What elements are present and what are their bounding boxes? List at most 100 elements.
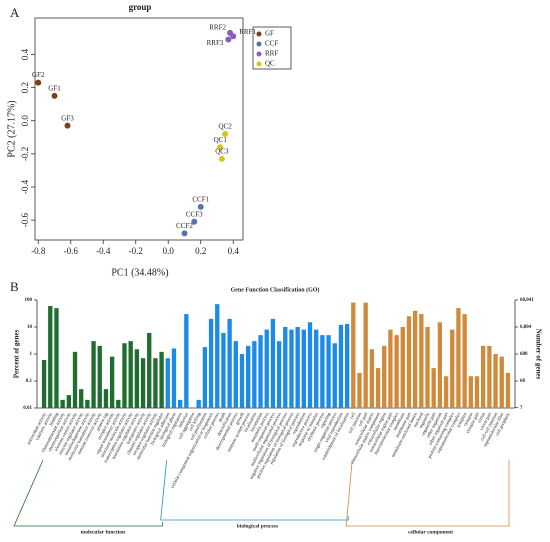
y-axis-label: PC2 (27.17%) — [6, 100, 17, 157]
point — [64, 122, 71, 129]
group-label: cellular component — [408, 529, 453, 535]
chart-title: Gene Function Classification (GO) — [231, 286, 320, 293]
bar — [499, 356, 504, 408]
bar — [215, 304, 220, 408]
bar — [344, 323, 350, 408]
point-label: RRF1 — [239, 28, 256, 36]
x-tick-label: death — [217, 411, 226, 423]
bar — [233, 341, 238, 408]
x-tick-label: binding — [48, 411, 59, 426]
bar — [246, 345, 251, 408]
bar — [295, 327, 300, 408]
x-tick-label: growth — [234, 411, 245, 425]
bar — [301, 329, 306, 408]
bar — [468, 376, 473, 408]
y-tick-label: 0.0 — [20, 115, 30, 127]
point — [217, 144, 224, 151]
panel-label: B — [10, 279, 19, 294]
y2-tick-label: 680 — [520, 352, 528, 357]
y2-tick-label: 7 — [520, 406, 523, 411]
bar — [276, 341, 282, 408]
bar — [54, 308, 59, 408]
y-axis-label: Percent of genes — [13, 329, 21, 378]
y2-axis-label: Number of genes — [534, 329, 542, 380]
point — [181, 230, 188, 237]
bar — [97, 345, 102, 408]
bar — [450, 329, 455, 408]
bar — [462, 314, 467, 408]
bar — [140, 358, 146, 408]
x-tick-label: -0.8 — [31, 246, 46, 256]
bar — [326, 335, 331, 408]
point — [191, 218, 198, 225]
bar — [363, 302, 368, 408]
bar — [227, 318, 232, 408]
y-tick-label: 100 — [25, 298, 33, 303]
bar — [474, 376, 480, 408]
x-tick-label: 0.4 — [228, 246, 240, 256]
x-tick-label: cell part — [357, 411, 369, 427]
bar — [153, 358, 158, 408]
bar — [48, 305, 53, 408]
point-label: QC2 — [219, 123, 233, 131]
bar — [443, 376, 449, 408]
y2-tick-label: 68,041 — [520, 298, 534, 303]
bar — [147, 332, 152, 408]
x-tick-label: -0.4 — [96, 246, 111, 256]
y-tick-label: 0.1 — [26, 379, 33, 384]
point-label: RRF3 — [207, 39, 224, 47]
bar — [177, 399, 183, 408]
y-tick-label: -0.2 — [20, 147, 30, 161]
bar — [184, 314, 189, 408]
point-label: GF1 — [48, 84, 61, 92]
bar — [60, 399, 65, 408]
bar — [72, 351, 78, 408]
bar — [388, 329, 393, 408]
point — [197, 203, 204, 210]
bar — [357, 372, 362, 408]
y-tick-label: 1 — [30, 352, 33, 357]
bar — [258, 335, 263, 408]
bar — [134, 349, 140, 408]
point — [35, 79, 42, 86]
bar — [252, 341, 257, 408]
point-label: GF2 — [32, 71, 45, 79]
plot-frame — [34, 17, 244, 241]
bar — [505, 372, 511, 408]
bar — [128, 341, 133, 408]
bar — [264, 329, 269, 408]
x-tick-label: 0.2 — [195, 246, 206, 256]
chart-title: group — [129, 2, 152, 12]
point-label: QC1 — [214, 136, 228, 144]
legend-label: CCF — [265, 40, 278, 48]
bar — [103, 389, 109, 408]
bar — [314, 329, 319, 408]
bar — [91, 341, 96, 408]
bar — [307, 322, 313, 408]
bar — [406, 316, 412, 408]
bar — [116, 399, 121, 408]
point-label: GF3 — [61, 114, 74, 122]
bar — [202, 347, 208, 408]
bar — [122, 343, 127, 408]
bar — [351, 302, 356, 408]
bar — [431, 368, 436, 408]
bar — [208, 318, 214, 408]
y-tick-label: 0.01 — [23, 406, 32, 411]
bar — [221, 332, 226, 408]
x-axis-label: PC1 (34.48%) — [111, 267, 168, 278]
bar — [338, 324, 344, 408]
point — [222, 130, 229, 137]
bar — [332, 343, 337, 408]
group-label: molecular function — [81, 529, 125, 535]
legend-marker — [256, 61, 262, 67]
legend-label: RRF — [265, 50, 278, 58]
bar — [412, 310, 418, 408]
point-label: QC3 — [215, 147, 229, 155]
group-bracket — [13, 459, 164, 527]
bar — [382, 345, 387, 408]
bar — [437, 322, 443, 408]
legend-box — [252, 26, 292, 70]
bar — [159, 351, 164, 408]
